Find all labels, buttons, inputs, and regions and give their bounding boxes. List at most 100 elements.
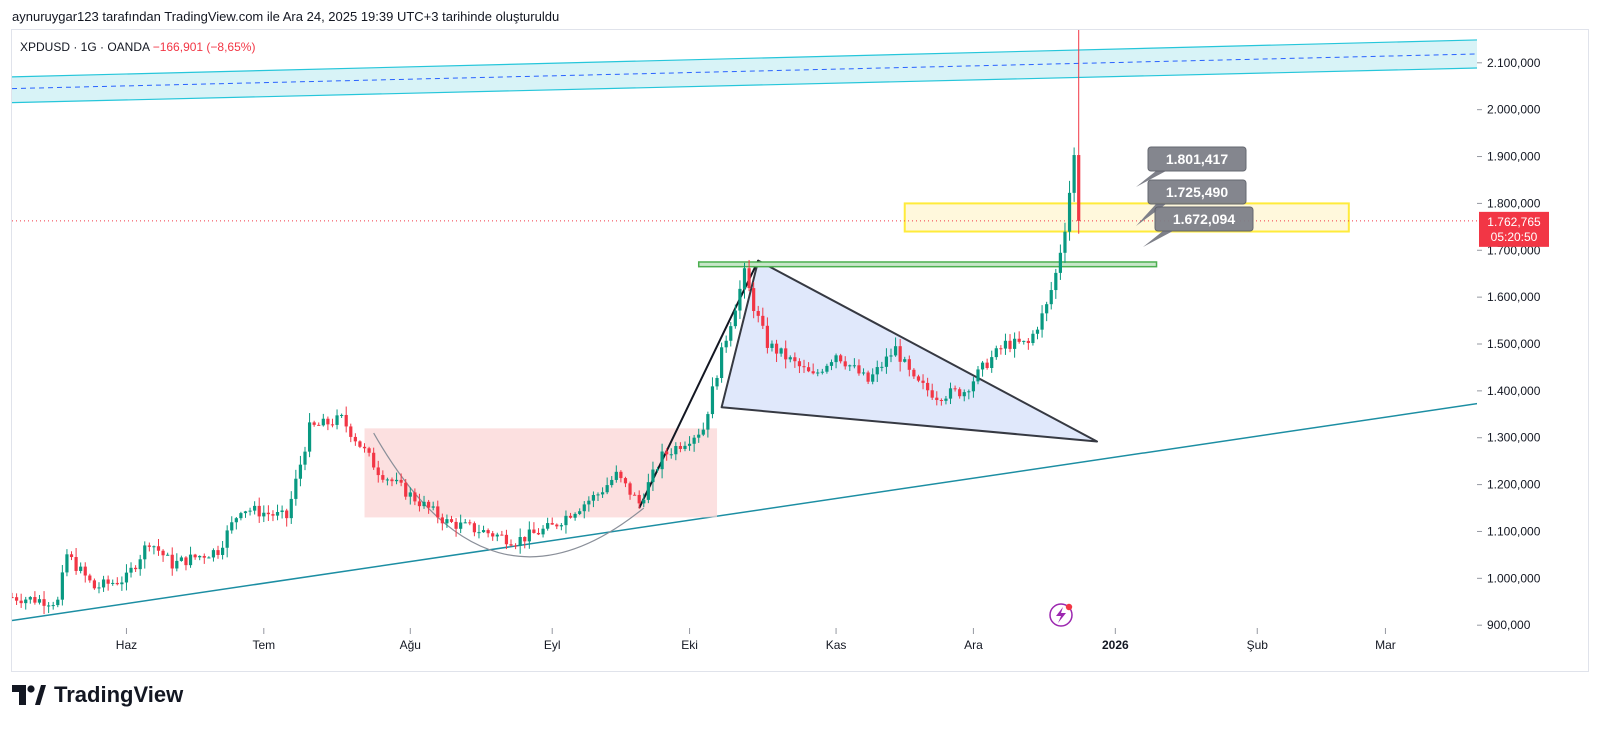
candle-body xyxy=(935,397,939,401)
x-tick-label: 2026 xyxy=(1102,638,1129,652)
candle-body xyxy=(568,515,573,518)
candle-body xyxy=(445,519,449,524)
candle-body xyxy=(436,506,440,518)
callout-pointer xyxy=(1136,171,1166,187)
chart-caption: aynuruygar123 tarafından TradingView.com… xyxy=(12,9,560,24)
candle-body xyxy=(871,374,875,382)
candle-body xyxy=(239,513,243,519)
candle xyxy=(976,366,980,385)
candle xyxy=(523,536,527,549)
callout-label: 1.801,417 xyxy=(1136,146,1247,187)
candle xyxy=(225,525,229,558)
candle xyxy=(101,575,106,592)
candle xyxy=(230,516,234,534)
x-tick-label: Ağu xyxy=(400,638,421,652)
candle-body xyxy=(143,545,147,560)
candle xyxy=(390,477,394,487)
candle xyxy=(880,361,884,372)
candle xyxy=(884,348,889,374)
candle xyxy=(56,596,60,608)
candle-body xyxy=(491,533,495,537)
candle xyxy=(999,345,1003,355)
callout-pointer xyxy=(1143,231,1173,247)
candle xyxy=(1026,338,1030,350)
candle-body xyxy=(633,494,637,496)
candle-body xyxy=(42,599,46,606)
candle xyxy=(394,472,399,485)
candle xyxy=(1035,326,1040,340)
candle-body xyxy=(839,355,843,362)
candle xyxy=(518,528,522,554)
candle-body xyxy=(811,371,815,374)
candle-body xyxy=(440,517,444,524)
candle-body xyxy=(930,390,934,398)
candle xyxy=(761,307,765,330)
candle xyxy=(692,434,696,452)
candle-body xyxy=(600,492,605,495)
candle xyxy=(948,382,953,405)
candle-body xyxy=(623,478,628,484)
candle xyxy=(271,510,275,522)
candle xyxy=(994,345,998,360)
symbol-change: −166,901 (−8,65%) xyxy=(152,40,256,54)
candle xyxy=(619,470,623,483)
candle xyxy=(971,376,976,398)
candle-body xyxy=(720,347,724,378)
candle xyxy=(1003,333,1008,355)
candle xyxy=(715,375,719,390)
candle-body xyxy=(980,362,985,370)
candle xyxy=(683,441,687,452)
candle-body xyxy=(353,436,357,442)
symbol-name: XPDUSD · 1G · OANDA xyxy=(20,40,150,54)
candle-body xyxy=(1013,338,1017,349)
candle xyxy=(697,428,701,443)
candle-body xyxy=(115,582,119,585)
candle xyxy=(175,553,179,572)
candle xyxy=(889,348,893,363)
candle-body xyxy=(953,388,957,390)
candle-body xyxy=(820,371,824,373)
candle-body xyxy=(646,482,650,500)
candle-body xyxy=(1031,333,1035,344)
candle xyxy=(170,547,174,576)
callout-box xyxy=(1147,146,1247,172)
candle-body xyxy=(330,424,335,426)
candle xyxy=(1040,305,1044,338)
candle xyxy=(857,359,861,376)
candle xyxy=(449,515,454,523)
candle-body xyxy=(710,386,715,415)
candle xyxy=(344,406,348,433)
candle xyxy=(19,593,23,608)
candle-body xyxy=(358,441,362,447)
candle xyxy=(440,513,444,531)
lightning-icon[interactable] xyxy=(1049,603,1073,627)
candle xyxy=(198,555,202,561)
candle xyxy=(578,508,582,516)
tradingview-brand[interactable]: TradingView xyxy=(12,682,183,708)
candle-body xyxy=(257,505,261,517)
candle-body xyxy=(793,357,797,362)
candle-body xyxy=(280,510,284,513)
candle-body xyxy=(678,446,683,449)
y-tick-label: 1.400,000 xyxy=(1487,384,1541,398)
y-tick-label: 1.300,000 xyxy=(1487,431,1541,445)
candle xyxy=(852,358,856,369)
symbol-header[interactable]: XPDUSD · 1G · OANDA −166,901 (−8,65%) xyxy=(20,40,255,54)
candle-body xyxy=(578,511,582,514)
candle xyxy=(248,507,252,516)
x-tick-label: Ara xyxy=(964,638,983,652)
candle-body xyxy=(884,356,889,367)
candle-body xyxy=(674,446,678,455)
candle xyxy=(861,368,866,376)
candle xyxy=(413,488,417,506)
candle-body xyxy=(220,547,225,555)
candle-body xyxy=(376,467,380,476)
candle xyxy=(912,368,916,379)
x-tick-label: Şub xyxy=(1247,638,1269,652)
y-tick-label: 1.200,000 xyxy=(1487,478,1541,492)
candle-body xyxy=(587,500,591,505)
candle xyxy=(903,356,907,363)
candle xyxy=(1008,334,1012,353)
candle xyxy=(687,436,692,451)
